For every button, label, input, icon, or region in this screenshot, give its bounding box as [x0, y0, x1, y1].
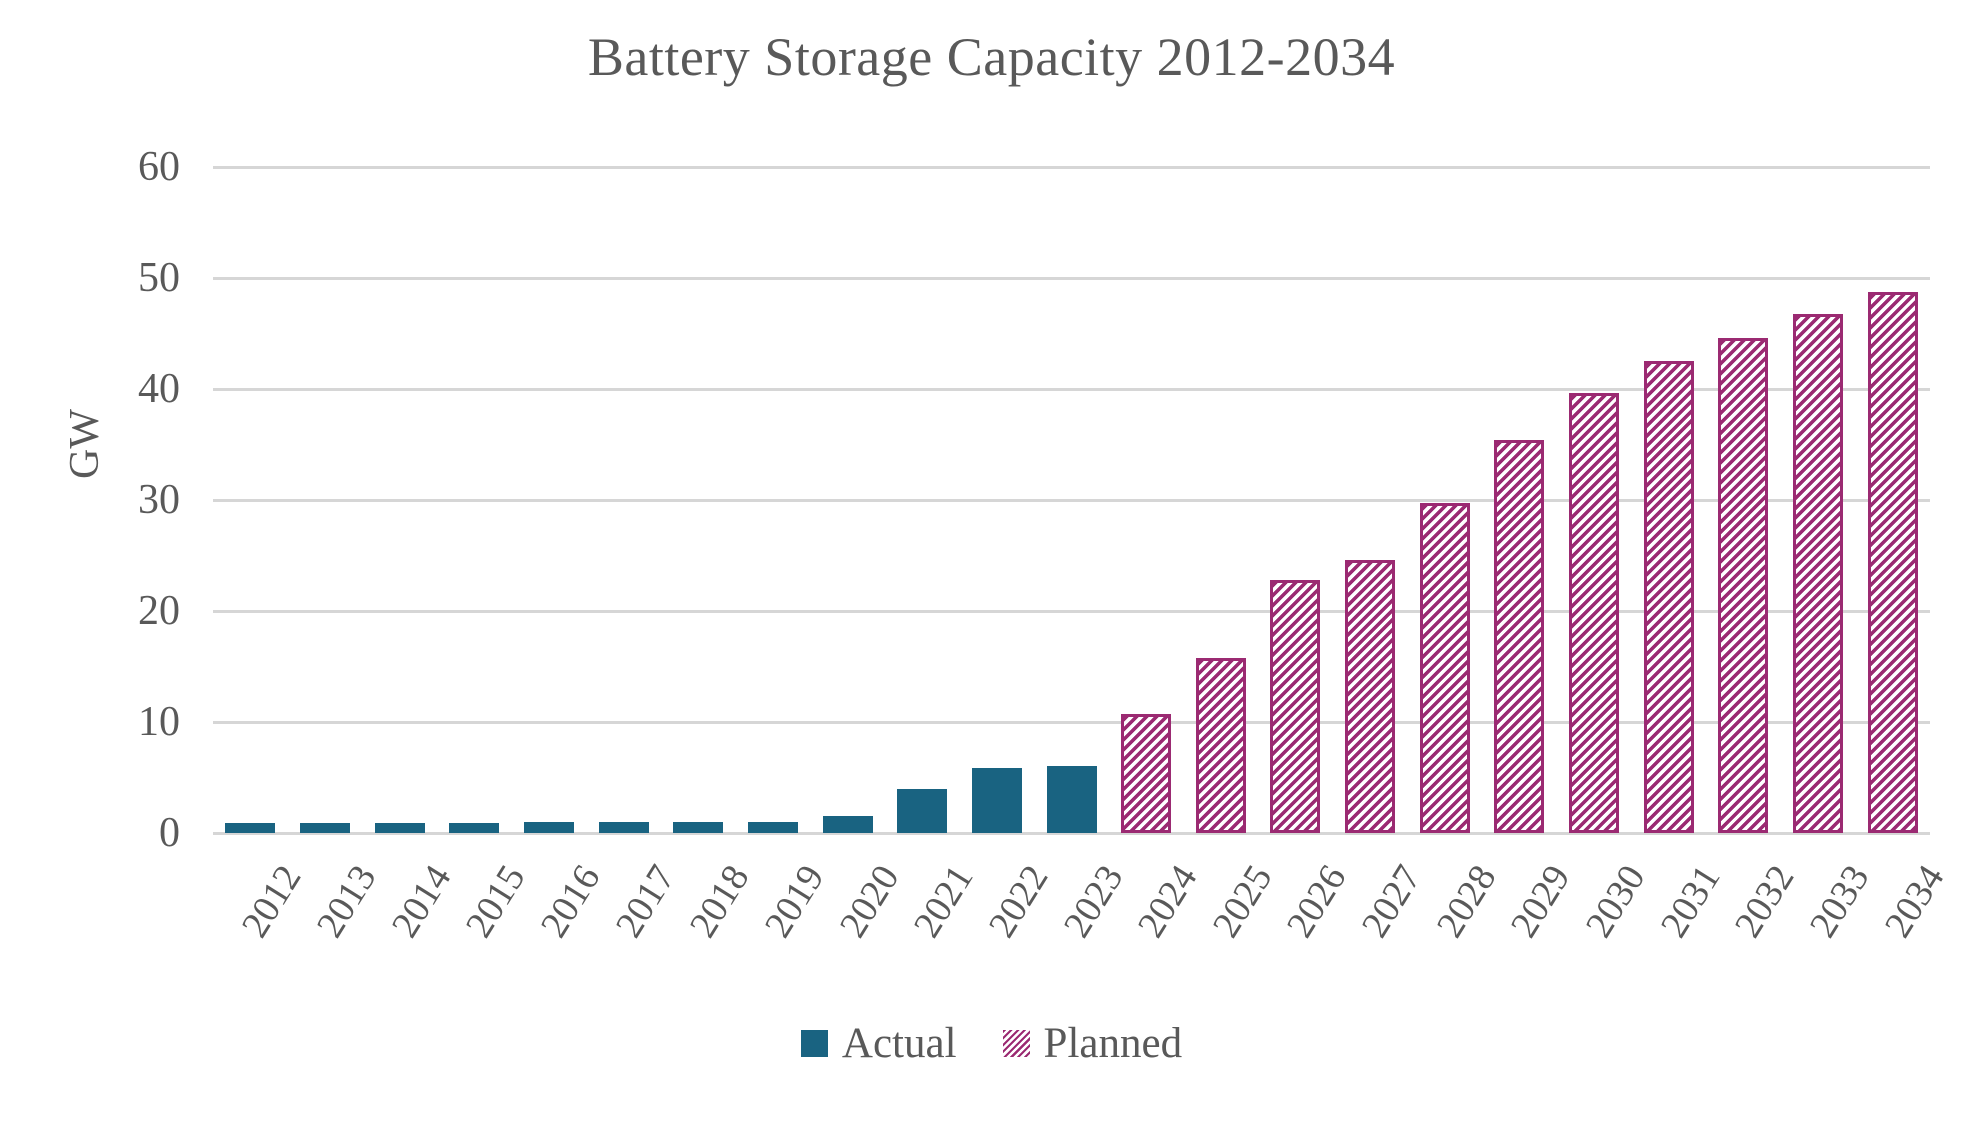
- bar-2017-actual: [598, 821, 649, 833]
- bar-2032-planned: [1718, 337, 1769, 833]
- bar-2019-actual: [747, 821, 798, 833]
- bar-2016-actual: [523, 821, 574, 833]
- planned-swatch-icon: [1002, 1030, 1030, 1057]
- chart-title: Battery Storage Capacity 2012-2034: [587, 27, 1396, 87]
- legend-label-planned: Planned: [1043, 1020, 1183, 1067]
- legend-label-actual: Actual: [841, 1020, 957, 1067]
- bar-2033-planned: [1793, 313, 1844, 833]
- bar-2026-planned: [1270, 579, 1321, 833]
- bar-2029-planned: [1494, 440, 1545, 833]
- y-tick-label-10: 10: [138, 699, 180, 745]
- bar-2020-actual: [822, 816, 873, 833]
- bar-2014-actual: [374, 823, 425, 833]
- bar-2034-planned: [1867, 292, 1918, 833]
- bar-2012-actual: [225, 823, 276, 833]
- bar-2021-actual: [897, 788, 948, 833]
- bar-2018-actual: [673, 821, 724, 833]
- y-tick-label-30: 30: [138, 477, 180, 523]
- gridline-30: [213, 498, 1930, 502]
- bar-2013-actual: [299, 823, 350, 833]
- gridline-50: [213, 276, 1930, 280]
- bar-2030-planned: [1569, 393, 1620, 833]
- gridline-60: [213, 165, 1930, 169]
- gridline-20: [213, 609, 1930, 613]
- legend-item-actual: Actual: [800, 1020, 957, 1067]
- bar-2022-actual: [971, 767, 1022, 833]
- actual-swatch-icon: [800, 1030, 828, 1057]
- y-tick-label-50: 50: [138, 255, 180, 301]
- bar-2023-actual: [1046, 766, 1097, 833]
- bar-2015-actual: [449, 823, 500, 833]
- gridline-40: [213, 387, 1930, 391]
- y-tick-label-40: 40: [138, 366, 180, 412]
- bar-2024-planned: [1121, 714, 1172, 833]
- plot-area: [213, 165, 1930, 835]
- bar-2025-planned: [1195, 657, 1246, 833]
- y-tick-label-60: 60: [138, 144, 180, 190]
- gridline-0: [213, 831, 1930, 835]
- bar-2031-planned: [1643, 361, 1694, 833]
- bar-2027-planned: [1345, 559, 1396, 833]
- y-tick-label-0: 0: [159, 810, 180, 856]
- gridline-10: [213, 720, 1930, 724]
- legend: Actual Planned: [0, 1022, 1983, 1065]
- legend-item-planned: Planned: [1002, 1020, 1183, 1067]
- bar-2028-planned: [1419, 503, 1470, 833]
- y-tick-label-20: 20: [138, 588, 180, 634]
